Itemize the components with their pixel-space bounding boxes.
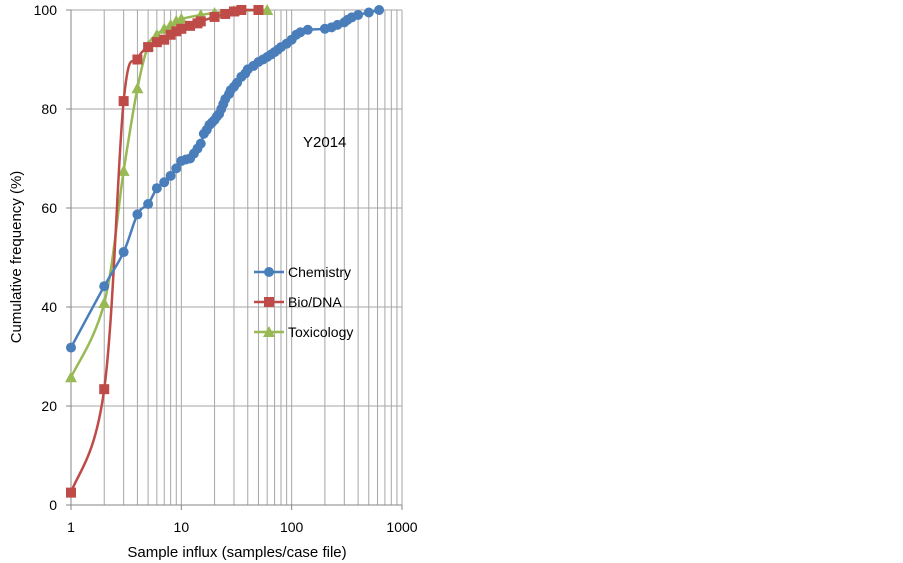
x-tick-label: 100	[280, 519, 304, 535]
data-point-toxicology	[65, 371, 77, 383]
legend-label-chemistry: Chemistry	[288, 264, 351, 280]
data-point-chemistry	[143, 199, 154, 210]
y-tick-label: 100	[34, 2, 58, 18]
data-point-bio-dna	[132, 54, 143, 65]
y-tick-label: 0	[49, 497, 57, 513]
data-point-chemistry	[195, 138, 206, 149]
data-point-bio-dna	[195, 16, 206, 27]
data-point-chemistry	[171, 163, 182, 174]
legend-item-bio-dna: Bio/DNA	[254, 294, 342, 310]
legend-marker-chemistry	[264, 267, 274, 277]
data-point-chemistry	[302, 24, 313, 35]
y-tick-label: 80	[41, 101, 57, 117]
data-point-bio-dna	[66, 487, 76, 498]
data-point-chemistry	[151, 183, 162, 194]
series-bio-dna	[66, 5, 264, 498]
gridlines	[71, 9, 403, 505]
data-point-toxicology	[175, 12, 188, 24]
data-point-bio-dna	[220, 8, 231, 19]
data-point-toxicology	[117, 164, 130, 176]
series-chemistry	[66, 5, 385, 353]
x-tick-label: 1	[67, 519, 75, 535]
legend-marker-bio-dna	[264, 297, 274, 307]
data-point-toxicology	[131, 82, 144, 94]
series-line-toxicology	[69, 8, 268, 378]
y-tick-label: 20	[41, 398, 57, 414]
legend-label-toxicology: Toxicology	[288, 324, 353, 340]
data-point-chemistry	[165, 170, 176, 181]
series-toxicology	[65, 4, 274, 383]
data-point-bio-dna	[143, 42, 154, 53]
data-point-bio-dna	[209, 11, 220, 22]
legend-item-toxicology: Toxicology	[254, 324, 353, 340]
data-point-chemistry	[374, 5, 385, 15]
data-point-chemistry	[132, 209, 143, 220]
legend-label-bio-dna: Bio/DNA	[288, 294, 342, 310]
data-point-bio-dna	[176, 23, 187, 34]
data-point-bio-dna	[165, 29, 176, 40]
x-tick-label: 10	[174, 519, 190, 535]
data-point-bio-dna	[118, 96, 129, 107]
data-point-chemistry	[118, 247, 129, 258]
x-tick-label: 1000	[386, 519, 417, 535]
data-point-bio-dna	[99, 384, 110, 395]
legend-marker-toxicology	[263, 326, 275, 337]
y-axis-title: Cumulative frequency (%)	[8, 171, 25, 344]
data-point-toxicology	[98, 297, 111, 309]
data-point-toxicology	[261, 4, 274, 15]
y-tick-label: 60	[41, 200, 57, 216]
data-point-bio-dna	[151, 37, 162, 48]
data-point-bio-dna	[171, 26, 182, 37]
x-axis-title: Sample influx (samples/case file)	[127, 544, 346, 561]
chart-annotation: Y2014	[303, 134, 346, 151]
axes	[66, 9, 403, 510]
legend-item-chemistry: Chemistry	[254, 264, 351, 280]
data-point-chemistry	[353, 9, 364, 20]
legend: Chemistry Bio/DNA Toxicology	[254, 264, 353, 340]
data-point-bio-dna	[253, 5, 264, 15]
data-point-chemistry	[66, 342, 76, 353]
data-point-bio-dna	[236, 5, 247, 15]
series-group	[65, 4, 385, 498]
data-point-chemistry	[159, 177, 170, 188]
data-point-bio-dna	[228, 6, 239, 17]
data-point-bio-dna	[159, 34, 170, 45]
data-point-chemistry	[363, 7, 374, 18]
data-point-bio-dna	[185, 20, 196, 31]
y-tick-label: 40	[41, 299, 57, 315]
tick-labels: 0 20 40 60 80 100 1 10 100 1000	[34, 2, 418, 535]
data-point-chemistry	[99, 281, 110, 292]
